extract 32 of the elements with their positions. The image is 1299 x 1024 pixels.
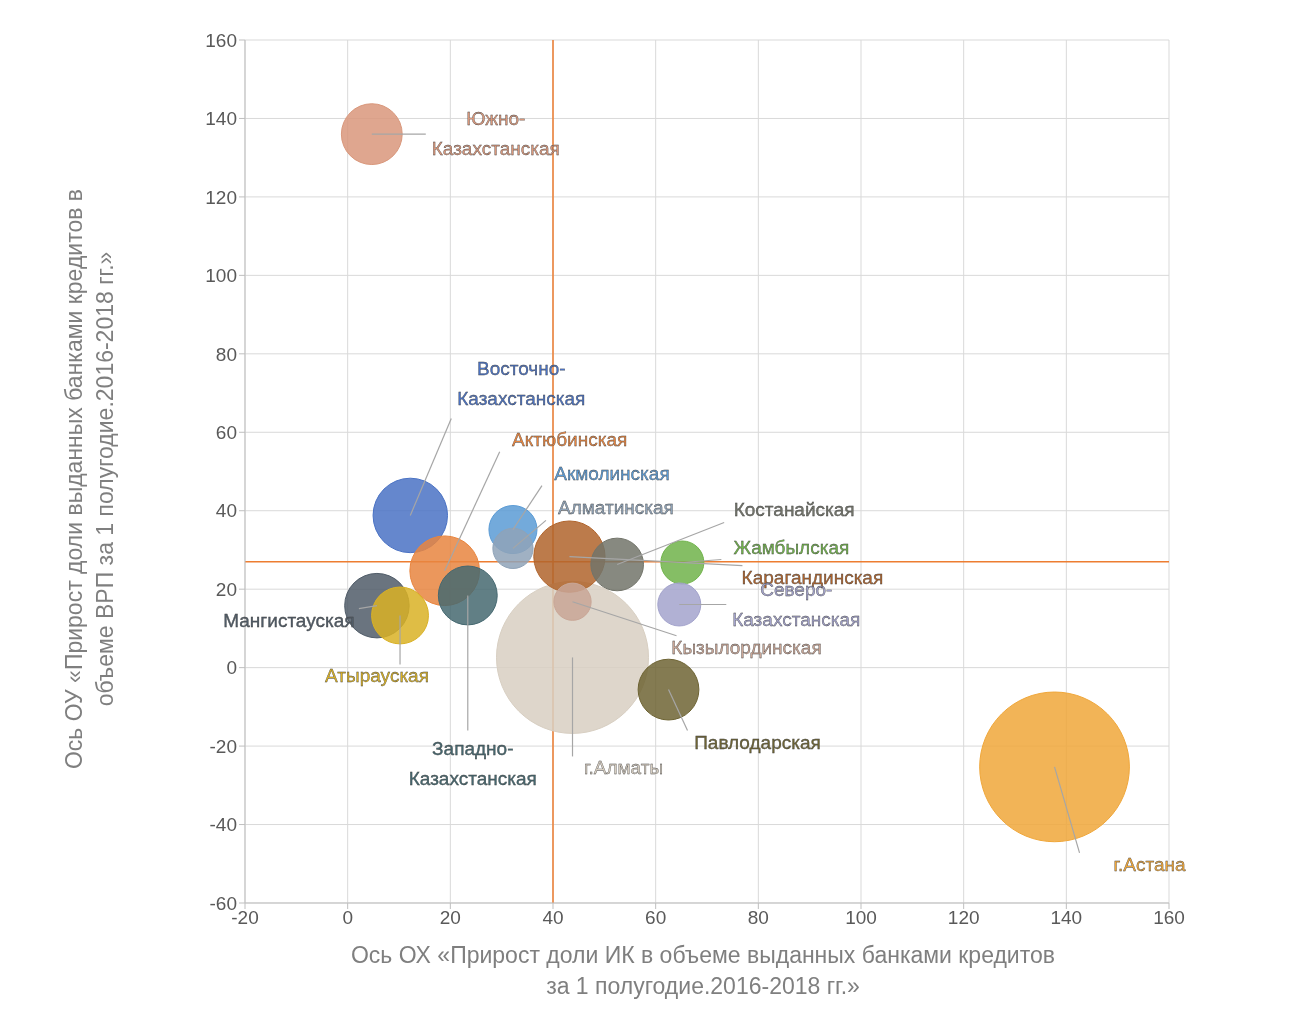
x-tick-label: 120	[947, 907, 980, 929]
text: Костанайская	[733, 499, 855, 521]
y-tick-label: 20	[215, 578, 237, 600]
y-tick-label: 140	[205, 108, 237, 130]
y-tick-label: 0	[226, 657, 237, 679]
x-tick-label: 80	[747, 907, 769, 929]
x-tick-label: 160	[1153, 907, 1185, 929]
y-tick-label: 100	[205, 265, 237, 287]
y-axis-title: Ось ОУ «Прирост доли выданных банками кредитов в объеме ВРП за 1 полугодие.2016-2018 гг.»	[59, 187, 119, 772]
y-tick-label: 40	[215, 500, 237, 522]
x-tick-label: 60	[645, 907, 667, 929]
x-tick-label: 140	[1050, 907, 1083, 929]
x-tick-label: 0	[342, 907, 353, 929]
x-tick-label: 100	[845, 907, 877, 929]
x-axis-title: Ось ОХ «Прирост доли ИК в объеме выданных банками кредитов за 1 полугодие.2016-2018 гг.»	[350, 941, 1056, 1001]
series-label: Алматинская	[558, 497, 674, 519]
y-tick-label: 80	[215, 343, 237, 365]
x-tick-label: 20	[439, 907, 461, 929]
series-label: г.Астана	[1113, 853, 1187, 875]
y-tick-label: 160	[205, 29, 237, 51]
y-tick-label: -40	[209, 814, 237, 836]
y-tick-label: -20	[209, 735, 237, 757]
x-tick-label: 40	[542, 907, 564, 929]
series-label: Жамбылская	[733, 536, 850, 558]
series-label: Акмолинская	[554, 462, 670, 484]
text: Западно-Казахстанская	[408, 738, 537, 790]
y-tick-label: 120	[205, 186, 237, 208]
y-tick-label: 60	[215, 422, 237, 444]
text: Кызылординская	[671, 636, 822, 658]
series-label: Атырауская	[325, 665, 429, 687]
series-label: Павлодарская	[694, 731, 821, 753]
series-label: г.Алматы	[583, 757, 664, 779]
